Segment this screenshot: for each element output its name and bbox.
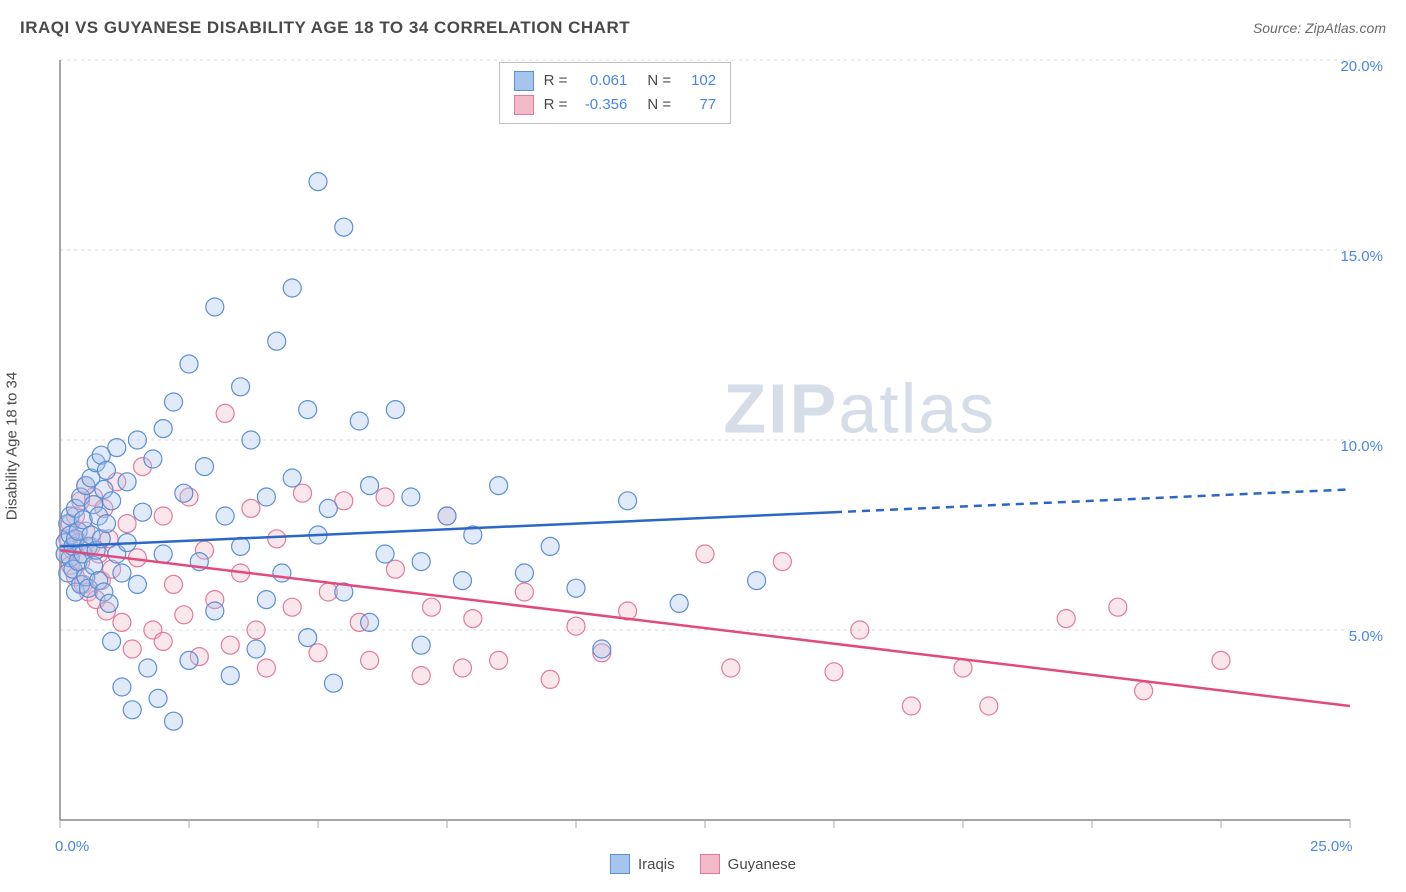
stats-row: R = -0.356 N = 77: [514, 93, 717, 117]
legend-swatch-guyanese: [700, 854, 720, 874]
chart-source: Source: ZipAtlas.com: [1253, 20, 1386, 36]
stat-r-label: R =: [544, 93, 568, 117]
chart-title: IRAQI VS GUYANESE DISABILITY AGE 18 TO 3…: [20, 18, 630, 38]
stats-swatch: [514, 71, 534, 91]
stats-swatch: [514, 95, 534, 115]
stat-n-label: N =: [647, 69, 671, 93]
plot-container: ZIPatlas 0.0%25.0%5.0%10.0%15.0%20.0%R =…: [50, 50, 1391, 837]
y-tick-label: 5.0%: [1349, 628, 1383, 645]
stat-r-value: -0.356: [577, 93, 627, 117]
bottom-legend: Iraqis Guyanese: [610, 854, 796, 874]
scatter-plot-svg: ZIPatlas: [50, 50, 1391, 837]
stat-r-label: R =: [544, 69, 568, 93]
svg-text:ZIPatlas: ZIPatlas: [723, 369, 996, 447]
y-axis-label: Disability Age 18 to 34: [4, 372, 21, 520]
legend-label-guyanese: Guyanese: [728, 856, 796, 873]
stat-n-value: 77: [681, 93, 716, 117]
stats-box: R = 0.061 N = 102 R = -0.356 N = 77: [499, 62, 732, 124]
legend-swatch-iraqi: [610, 854, 630, 874]
y-tick-label: 10.0%: [1340, 438, 1383, 455]
y-tick-label: 20.0%: [1340, 58, 1383, 75]
chart-header: IRAQI VS GUYANESE DISABILITY AGE 18 TO 3…: [20, 18, 1386, 38]
legend-item-guyanese: Guyanese: [700, 854, 796, 874]
y-tick-label: 15.0%: [1340, 248, 1383, 265]
x-tick-label: 25.0%: [1310, 838, 1353, 855]
x-tick-label: 0.0%: [55, 838, 89, 855]
legend-label-iraqi: Iraqis: [638, 856, 675, 873]
stat-n-label: N =: [647, 93, 671, 117]
stat-r-value: 0.061: [577, 69, 627, 93]
stat-n-value: 102: [681, 69, 716, 93]
stats-row: R = 0.061 N = 102: [514, 69, 717, 93]
legend-item-iraqi: Iraqis: [610, 854, 675, 874]
